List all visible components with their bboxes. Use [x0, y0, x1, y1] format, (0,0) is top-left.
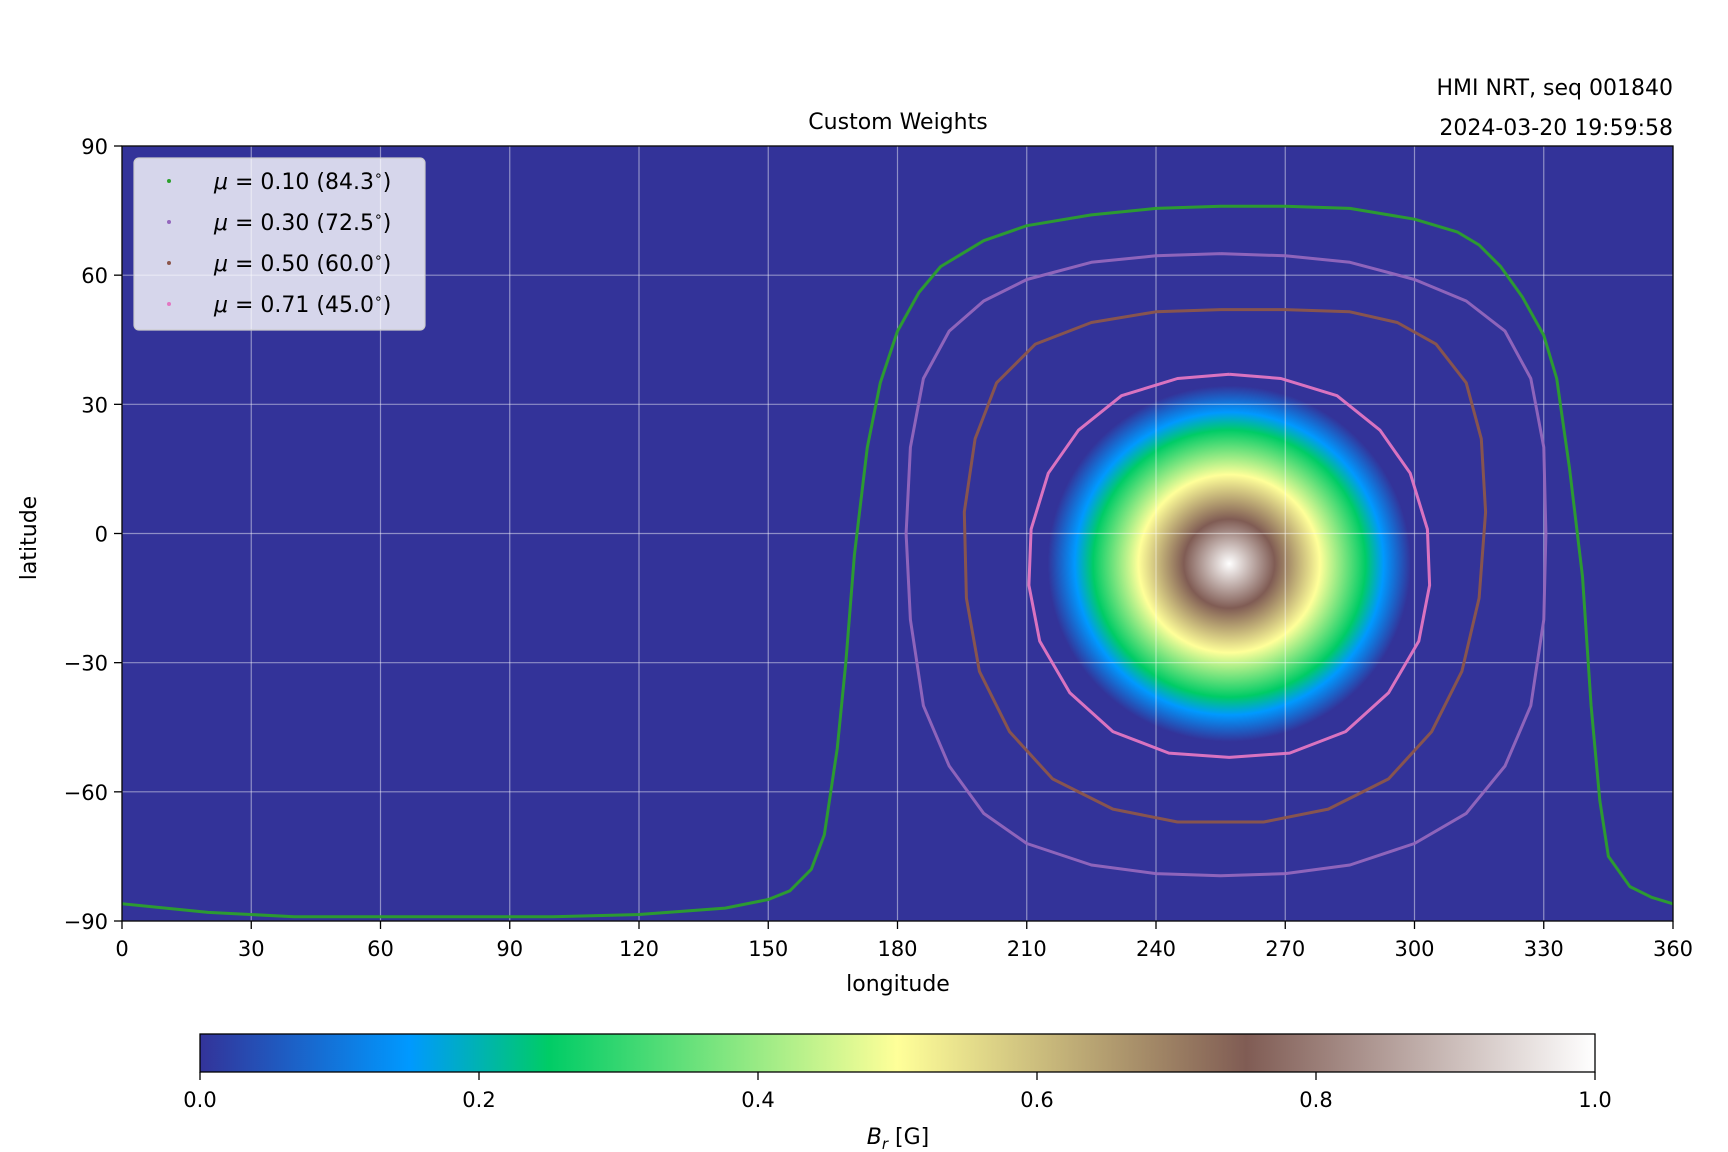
y-tick-label: 30	[81, 393, 108, 417]
contour-mu-0.50	[962, 308, 1488, 824]
legend-mu-symbol: μ	[213, 293, 228, 318]
legend-equals: =	[228, 252, 260, 277]
legend-equals: =	[228, 293, 260, 318]
colorbar-ticks: 0.0 0.2 0.4 0.6 0.8 1.0	[183, 1072, 1612, 1112]
legend-angle: 72.5	[325, 211, 374, 236]
x-tick-label: 330	[1524, 937, 1564, 961]
x-tick-label: 0	[115, 937, 128, 961]
legend-marker	[167, 302, 171, 306]
legend-angle: 84.3	[325, 170, 374, 195]
legend-marker	[167, 220, 171, 224]
x-axis-ticks: 0 30 60 90 120 150 180 210 240 270 300 330 360	[115, 921, 1693, 961]
y-tick-label: 90	[81, 135, 108, 159]
x-tick-label: 90	[496, 937, 523, 961]
colorbar-tick-label: 0.8	[1299, 1088, 1332, 1112]
x-tick-label: 180	[877, 937, 917, 961]
legend-paren-open: (	[309, 293, 325, 318]
x-axis-label: longitude	[846, 972, 950, 997]
legend-mu-value: 0.50	[260, 252, 309, 277]
chart-title: Custom Weights	[808, 110, 987, 135]
legend-mu-symbol: μ	[213, 170, 228, 195]
x-tick-label: 150	[748, 937, 788, 961]
legend-paren-close: )	[383, 293, 392, 318]
legend-mu-value: 0.10	[260, 170, 309, 195]
legend-paren-open: (	[309, 211, 325, 236]
legend-box	[133, 157, 426, 331]
legend-paren-open: (	[309, 170, 325, 195]
x-tick-label: 120	[619, 937, 659, 961]
x-tick-label: 360	[1653, 937, 1693, 961]
legend-mu-value: 0.71	[260, 293, 309, 318]
legend-degree: ∘	[374, 250, 383, 266]
y-tick-label: −30	[64, 652, 108, 676]
legend-mu-symbol: μ	[213, 211, 228, 236]
colorbar: 0.0 0.2 0.4 0.6 0.8 1.0 Br [G]	[183, 1033, 1612, 1152]
x-tick-label: 30	[238, 937, 265, 961]
colorbar-label-sub: r	[882, 1135, 889, 1152]
legend-marker	[167, 261, 171, 265]
colorbar-tick-label: 1.0	[1578, 1088, 1611, 1112]
legend-mu-value: 0.30	[260, 211, 309, 236]
legend-degree: ∘	[374, 291, 383, 307]
contour-mu-0.71	[1027, 372, 1432, 759]
legend-label: μ = 0.30 (72.5∘)	[213, 209, 391, 236]
x-tick-label: 60	[367, 937, 394, 961]
colorbar-tick-label: 0.2	[462, 1088, 495, 1112]
legend-paren-close: )	[383, 252, 392, 277]
y-tick-label: 60	[81, 264, 108, 288]
legend-label: μ = 0.50 (60.0∘)	[213, 250, 391, 277]
colorbar-tick-label: 0.4	[741, 1088, 774, 1112]
y-axis-ticks: −90 −60 −30 0 30 60 90	[64, 135, 122, 934]
legend-label: μ = 0.10 (84.3∘)	[213, 168, 391, 195]
legend-mu-symbol: μ	[213, 252, 228, 277]
x-tick-label: 270	[1265, 937, 1305, 961]
legend-equals: =	[228, 170, 260, 195]
x-tick-label: 210	[1007, 937, 1047, 961]
legend-paren-open: (	[309, 252, 325, 277]
legend: μ = 0.10 (84.3∘)μ = 0.30 (72.5∘)μ = 0.50…	[133, 157, 426, 331]
colorbar-fill	[199, 1033, 1596, 1073]
y-tick-label: −90	[64, 910, 108, 934]
contour-mu-0.10	[122, 204, 1673, 919]
y-tick-label: 0	[95, 523, 108, 547]
x-tick-label: 300	[1394, 937, 1434, 961]
contour-mu-0.30	[904, 252, 1548, 878]
y-axis-label: latitude	[17, 496, 42, 580]
y-tick-label: −60	[64, 781, 108, 805]
legend-paren-close: )	[383, 170, 392, 195]
legend-degree: ∘	[374, 209, 383, 225]
legend-degree: ∘	[374, 168, 383, 184]
colorbar-tick-label: 0.6	[1020, 1088, 1053, 1112]
colorbar-label-main: B	[867, 1125, 882, 1150]
legend-label: μ = 0.71 (45.0∘)	[213, 291, 391, 318]
corner-text-line-2: 2024-03-20 19:59:58	[1439, 116, 1673, 141]
legend-marker	[167, 179, 171, 183]
legend-equals: =	[228, 211, 260, 236]
legend-entries: μ = 0.10 (84.3∘)μ = 0.30 (72.5∘)μ = 0.50…	[167, 168, 391, 318]
contour-lines	[122, 204, 1673, 919]
x-tick-label: 240	[1136, 937, 1176, 961]
legend-paren-close: )	[383, 211, 392, 236]
colorbar-tick-label: 0.0	[183, 1088, 216, 1112]
colorbar-label-unit: [G]	[888, 1125, 929, 1150]
legend-angle: 60.0	[325, 252, 374, 277]
grid-lines	[122, 146, 1673, 921]
legend-angle: 45.0	[325, 293, 374, 318]
colorbar-label: Br [G]	[867, 1125, 929, 1152]
corner-text-line-1: HMI NRT, seq 001840	[1436, 76, 1673, 101]
